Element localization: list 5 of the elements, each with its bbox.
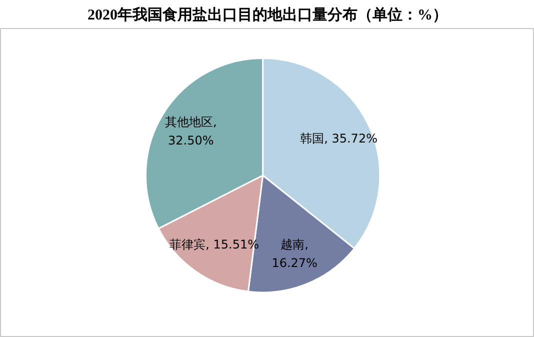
slice-label: 韩国, 35.72% (300, 132, 378, 146)
slice-label: 菲律宾, 15.51% (170, 238, 260, 252)
slice-label: 其他地区, 32.50% (165, 115, 217, 148)
slice-label: 越南, 16.27% (272, 238, 318, 270)
chart-title: 2020年我国食用盐出口目的地出口量分布（单位：%） (88, 6, 448, 24)
